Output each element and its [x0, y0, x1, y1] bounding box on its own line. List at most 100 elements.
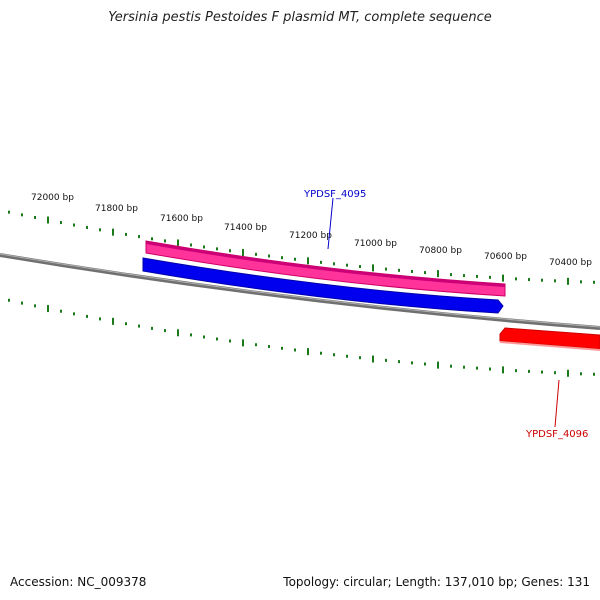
minor-tick [398, 268, 400, 272]
minor-tick [229, 339, 231, 343]
minor-tick [138, 235, 140, 239]
gene-ypdsf-4096-shade [500, 341, 600, 351]
minor-tick [463, 365, 465, 369]
minor-tick [528, 369, 530, 373]
minor-tick [73, 312, 75, 316]
minor-tick [463, 274, 465, 278]
minor-tick [99, 228, 101, 232]
minor-tick [203, 335, 205, 339]
minor-tick [229, 249, 231, 253]
major-tick [437, 270, 439, 278]
minor-tick [346, 354, 348, 358]
minor-tick [21, 213, 23, 217]
minor-tick [294, 348, 296, 352]
tick-label-71400: 71400 bp [224, 223, 267, 233]
minor-tick [99, 317, 101, 321]
minor-tick [554, 279, 556, 283]
minor-tick [268, 254, 270, 258]
major-tick [567, 277, 569, 285]
minor-tick [216, 337, 218, 341]
gene-ypdsf-4095-cds[interactable] [142, 257, 504, 314]
major-tick [177, 329, 179, 337]
minor-tick [60, 309, 62, 313]
minor-tick [476, 366, 478, 370]
tick-label-70600: 70600 bp [484, 252, 527, 262]
tick-label-71000: 71000 bp [354, 239, 397, 249]
minor-tick [203, 245, 205, 249]
tick-label-70800: 70800 bp [419, 246, 462, 256]
lower-tick-track [8, 298, 595, 377]
minor-tick [411, 361, 413, 365]
minor-tick [190, 333, 192, 337]
major-tick [112, 317, 114, 325]
minor-tick [333, 262, 335, 266]
major-tick [242, 249, 244, 257]
tick-label-71800: 71800 bp [95, 204, 138, 214]
major-tick [437, 361, 439, 369]
plasmid-backbone [0, 253, 600, 330]
minor-tick [411, 269, 413, 273]
minor-tick [138, 324, 140, 328]
gene-label-ypdsf-4096[interactable]: YPDSF_4096 [525, 429, 588, 440]
upper-tick-track [8, 210, 595, 285]
minor-tick [268, 345, 270, 349]
tick-labels: 72000 bp 71800 bp 71600 bp 71400 bp 7120… [31, 193, 592, 268]
major-tick [307, 348, 309, 356]
minor-tick [34, 215, 36, 219]
gene-label-line-ypdsf-4095 [327, 197, 334, 250]
minor-tick [255, 343, 257, 347]
major-tick [502, 366, 504, 374]
minor-tick [541, 278, 543, 282]
major-tick [502, 274, 504, 282]
minor-tick [489, 275, 491, 279]
major-tick [242, 339, 244, 347]
tick-label-72000: 72000 bp [31, 193, 74, 203]
minor-tick [281, 256, 283, 260]
minor-tick [528, 278, 530, 282]
minor-tick [424, 271, 426, 275]
major-tick [372, 264, 374, 272]
tick-label-71600: 71600 bp [160, 214, 203, 224]
minor-tick [580, 372, 582, 376]
minor-tick [515, 369, 517, 373]
map-title: Yersinia pestis Pestoides F plasmid MT, … [108, 10, 492, 25]
minor-tick [151, 326, 153, 330]
sequence-summary: Topology: circular; Length: 137,010 bp; … [283, 575, 590, 589]
minor-tick [190, 243, 192, 247]
minor-tick [21, 301, 23, 305]
minor-tick [593, 280, 595, 284]
minor-tick [60, 221, 62, 225]
minor-tick [164, 239, 166, 243]
minor-tick [333, 353, 335, 357]
gene-label-ypdsf-4095[interactable]: YPDSF_4095 [303, 189, 366, 200]
major-tick [372, 355, 374, 363]
minor-tick [580, 280, 582, 284]
major-tick [567, 369, 569, 377]
accession-text: Accession: NC_009378 [10, 575, 147, 589]
minor-tick [359, 265, 361, 269]
minor-tick [86, 314, 88, 318]
major-tick [307, 257, 309, 265]
minor-tick [398, 360, 400, 364]
minor-tick [125, 322, 127, 326]
minor-tick [476, 274, 478, 278]
tick-label-70400: 70400 bp [549, 258, 592, 268]
minor-tick [164, 329, 166, 333]
minor-tick [593, 372, 595, 376]
minor-tick [320, 351, 322, 355]
minor-tick [125, 232, 127, 236]
major-tick [112, 228, 114, 236]
minor-tick [424, 362, 426, 366]
minor-tick [151, 237, 153, 241]
minor-tick [450, 364, 452, 368]
minor-tick [489, 367, 491, 371]
minor-tick [8, 298, 10, 302]
minor-tick [216, 247, 218, 251]
minor-tick [255, 252, 257, 256]
gene-ypdsf-4095-forward-shade [146, 241, 505, 287]
minor-tick [515, 277, 517, 281]
minor-tick [359, 356, 361, 360]
minor-tick [294, 257, 296, 261]
minor-tick [34, 304, 36, 308]
